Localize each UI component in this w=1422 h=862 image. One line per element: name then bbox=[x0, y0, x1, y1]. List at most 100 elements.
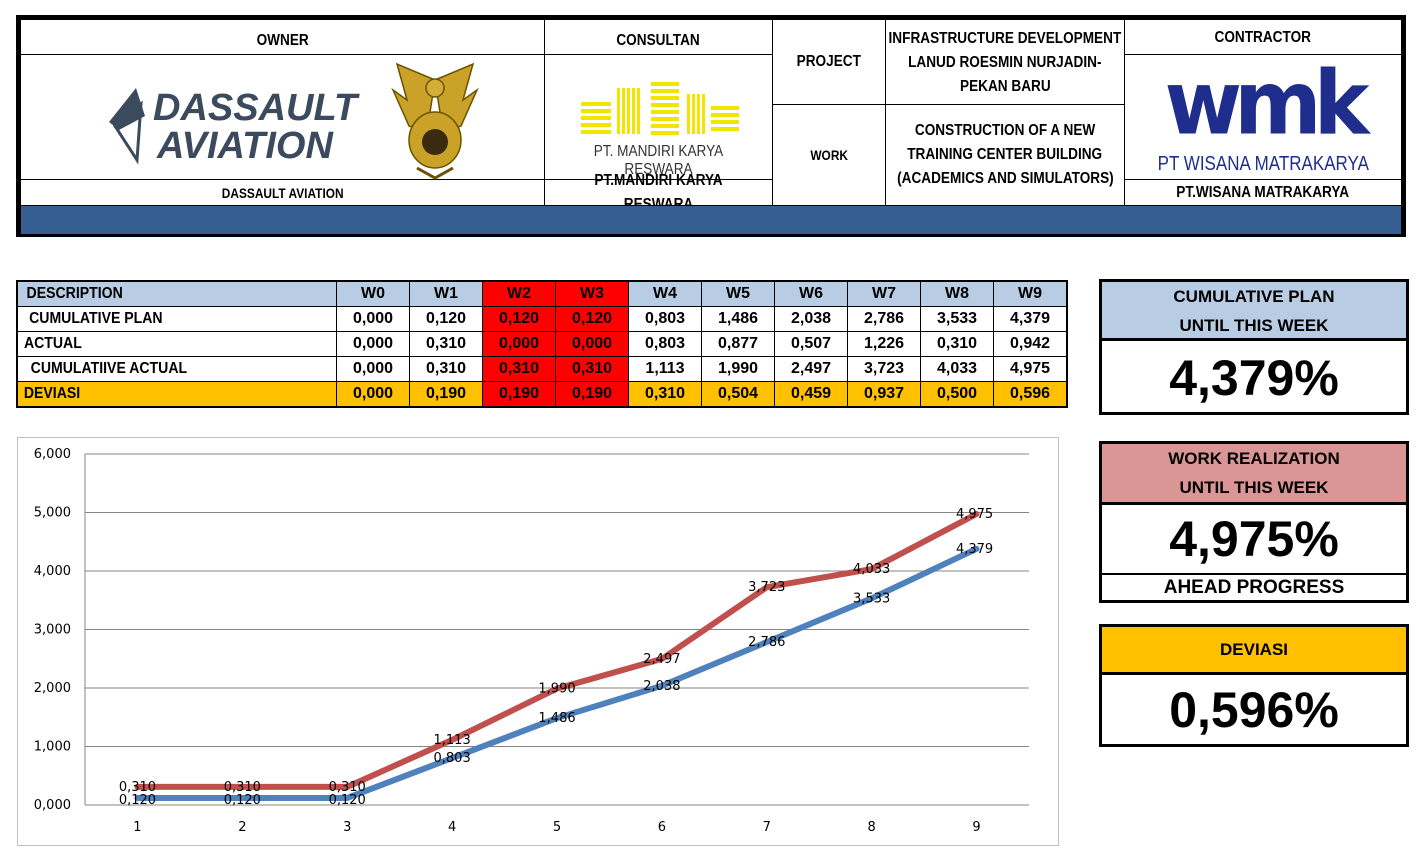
y-tick-label: 6,000 bbox=[34, 447, 71, 462]
work-realization-value: 4,975% bbox=[1169, 511, 1339, 567]
work-realization-header: WORK REALIZATION UNTIL THIS WEEK bbox=[1102, 444, 1406, 502]
data-label: 0,310 bbox=[119, 780, 156, 795]
data-label: 1,990 bbox=[538, 682, 575, 697]
column-header: W3 bbox=[555, 280, 629, 307]
table-cell: 0,000 bbox=[555, 331, 629, 357]
cumulative-plan-box: CUMULATIVE PLAN UNTIL THIS WEEK 4,379% bbox=[1099, 279, 1409, 415]
y-tick-label: 5,000 bbox=[34, 506, 71, 521]
column-header: W8 bbox=[920, 280, 994, 307]
x-tick-label: 5 bbox=[553, 820, 561, 835]
work-realization-label: WORK REALIZATION bbox=[1168, 449, 1340, 468]
table-row: CUMULATIVE PLAN 0,000 0,120 0,120 0,120 … bbox=[16, 306, 1068, 332]
table-cell: 0,942 bbox=[993, 331, 1068, 357]
dassault-logo-mark: DASSAULT AVIATION bbox=[109, 87, 360, 167]
data-label: 1,113 bbox=[434, 733, 471, 748]
table-cell: 0,459 bbox=[774, 381, 848, 408]
y-tick-label: 3,000 bbox=[34, 623, 71, 638]
y-tick-label: 4,000 bbox=[34, 564, 71, 579]
x-tick-label: 3 bbox=[343, 820, 351, 835]
data-label: 0,310 bbox=[224, 780, 261, 795]
table-cell: 4,379 bbox=[993, 306, 1068, 332]
column-header: W2 bbox=[482, 280, 556, 307]
table-header-row: DESCRIPTION W0 W1 W2 W3 W4 W5 W6 W7 W8 W… bbox=[16, 280, 1068, 307]
table-cell: 3,533 bbox=[920, 306, 994, 332]
consultant-logo-text: PT. MANDIRI KARYA RESWARA bbox=[593, 143, 724, 178]
divider bbox=[1102, 338, 1406, 341]
table-cell: 0,310 bbox=[920, 331, 994, 357]
table-cell: 1,226 bbox=[847, 331, 921, 357]
consultant-label: CONSULTAN bbox=[616, 32, 701, 49]
dassault-logo-line1: DASSAULT bbox=[153, 87, 360, 129]
table-cell: 0,120 bbox=[409, 306, 483, 332]
y-tick-label: 2,000 bbox=[34, 681, 71, 696]
work-realization-box: WORK REALIZATION UNTIL THIS WEEK 4,975% … bbox=[1099, 441, 1409, 603]
table-cell: 1,113 bbox=[628, 356, 702, 382]
table-row: CUMULATIIVE ACTUAL 0,000 0,310 0,310 0,3… bbox=[16, 356, 1068, 382]
project-label: PROJECT bbox=[796, 53, 862, 70]
divider bbox=[1102, 672, 1406, 675]
project-value: INFRASTRUCTURE DEVELOPMENT LANUD ROESMIN… bbox=[888, 30, 1122, 95]
table-cell: 0,803 bbox=[628, 306, 702, 332]
contractor-label: CONTRACTOR bbox=[1214, 29, 1312, 46]
row-label: CUMULATIVE PLAN bbox=[16, 306, 337, 332]
table-cell: 2,038 bbox=[774, 306, 848, 332]
divider bbox=[1124, 54, 1401, 55]
deviasi-box: DEVIASI 0,596% bbox=[1099, 624, 1409, 747]
project-header: OWNER DASSAULT AVIATION DASSAULT AVIATIO… bbox=[16, 15, 1406, 237]
column-header: W1 bbox=[409, 280, 483, 307]
owner-label: OWNER bbox=[256, 32, 309, 49]
table-cell: 0,310 bbox=[555, 356, 629, 382]
column-header: W9 bbox=[993, 280, 1068, 307]
divider bbox=[1124, 20, 1125, 206]
data-label: 2,038 bbox=[643, 679, 680, 694]
data-label: 0,120 bbox=[224, 793, 261, 808]
table-cell: 1,486 bbox=[701, 306, 775, 332]
x-tick-label: 7 bbox=[763, 820, 771, 835]
deviasi-value: 0,596% bbox=[1169, 682, 1339, 738]
table-cell: 0,120 bbox=[482, 306, 556, 332]
deviasi-label: DEVIASI bbox=[1219, 640, 1289, 659]
ahead-progress-label: AHEAD PROGRESS bbox=[1163, 577, 1345, 598]
table-cell: 0,504 bbox=[701, 381, 775, 408]
cumulative-plan-header: CUMULATIVE PLAN UNTIL THIS WEEK bbox=[1102, 282, 1406, 338]
dassault-symbol-outline bbox=[113, 100, 143, 165]
divider bbox=[21, 54, 544, 55]
x-tick-label: 4 bbox=[448, 820, 456, 835]
column-header: W4 bbox=[628, 280, 702, 307]
divider bbox=[1102, 573, 1406, 575]
divider bbox=[772, 20, 773, 206]
cumulative-plan-value: 4,379% bbox=[1169, 350, 1339, 406]
data-label: 0,120 bbox=[329, 793, 366, 808]
data-label: 4,379 bbox=[956, 542, 993, 557]
column-header: W0 bbox=[336, 280, 410, 307]
consultant-bars-icon bbox=[581, 82, 739, 135]
data-label: 0,803 bbox=[434, 751, 471, 766]
air-force-emblem bbox=[387, 60, 483, 180]
consultant-name: PT.MANDIRI KARYA RESWARA bbox=[594, 172, 723, 213]
row-label: CUMULATIIVE ACTUAL bbox=[16, 356, 337, 382]
cumulative-plan-label: CUMULATIVE PLAN bbox=[1173, 287, 1335, 306]
contractor-logo-text: PT WISANA MATRAKARYA bbox=[1157, 152, 1369, 175]
divider bbox=[885, 20, 886, 206]
data-label: 2,497 bbox=[643, 652, 680, 667]
x-tick-label: 9 bbox=[972, 820, 980, 835]
consultant-logo bbox=[581, 80, 741, 136]
divider bbox=[544, 54, 772, 55]
table-cell: 0,500 bbox=[920, 381, 994, 408]
data-label: 0,120 bbox=[119, 793, 156, 808]
data-label: 2,786 bbox=[748, 635, 785, 650]
table-cell: 0,120 bbox=[555, 306, 629, 332]
divider bbox=[1124, 179, 1401, 180]
table-cell: 3,723 bbox=[847, 356, 921, 382]
table-cell: 0,000 bbox=[482, 331, 556, 357]
progress-chart: 0,000 1,000 2,000 3,000 4,000 5,000 6,000 1 2 3 4 5… bbox=[17, 437, 1059, 846]
divider bbox=[21, 205, 1401, 206]
table-cell: 4,033 bbox=[920, 356, 994, 382]
table-cell: 0,877 bbox=[701, 331, 775, 357]
table-row-deviasi: DEVIASI 0,000 0,190 0,190 0,190 0,310 0,… bbox=[16, 381, 1068, 408]
table-cell: 0,310 bbox=[409, 356, 483, 382]
table-cell: 0,190 bbox=[409, 381, 483, 408]
series-line-2 bbox=[134, 510, 980, 790]
table-cell: 0,507 bbox=[774, 331, 848, 357]
y-tick-label: 0,000 bbox=[34, 798, 71, 813]
